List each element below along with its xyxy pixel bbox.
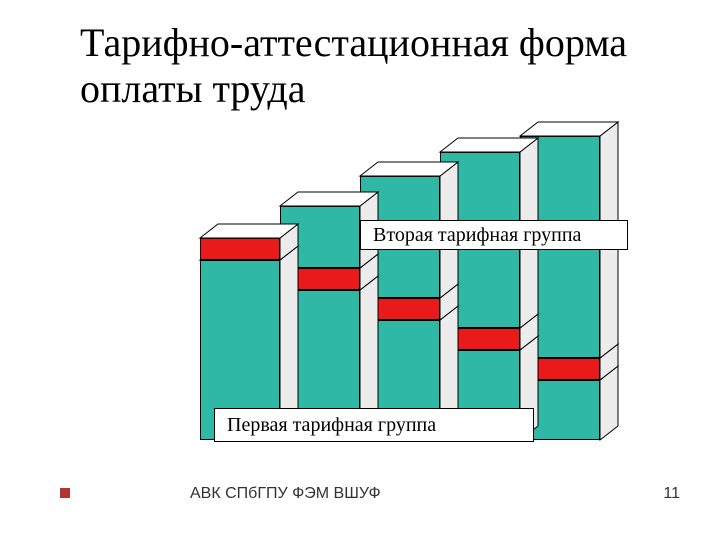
footer-bullet <box>60 488 70 498</box>
footer-text: АВК СПбГПУ ФЭМ ВШУФ <box>190 485 381 503</box>
page-number: 11 <box>663 485 680 503</box>
bar-red <box>200 238 280 260</box>
tariff-bar-chart: Вторая тарифная группа Первая тарифная гр… <box>180 140 660 460</box>
page-title: Тарифно-аттестационная форма оплаты труд… <box>80 20 720 112</box>
chart-label-upper: Вторая тарифная группа <box>360 220 628 250</box>
chart-label-lower: Первая тарифная группа <box>214 408 534 442</box>
